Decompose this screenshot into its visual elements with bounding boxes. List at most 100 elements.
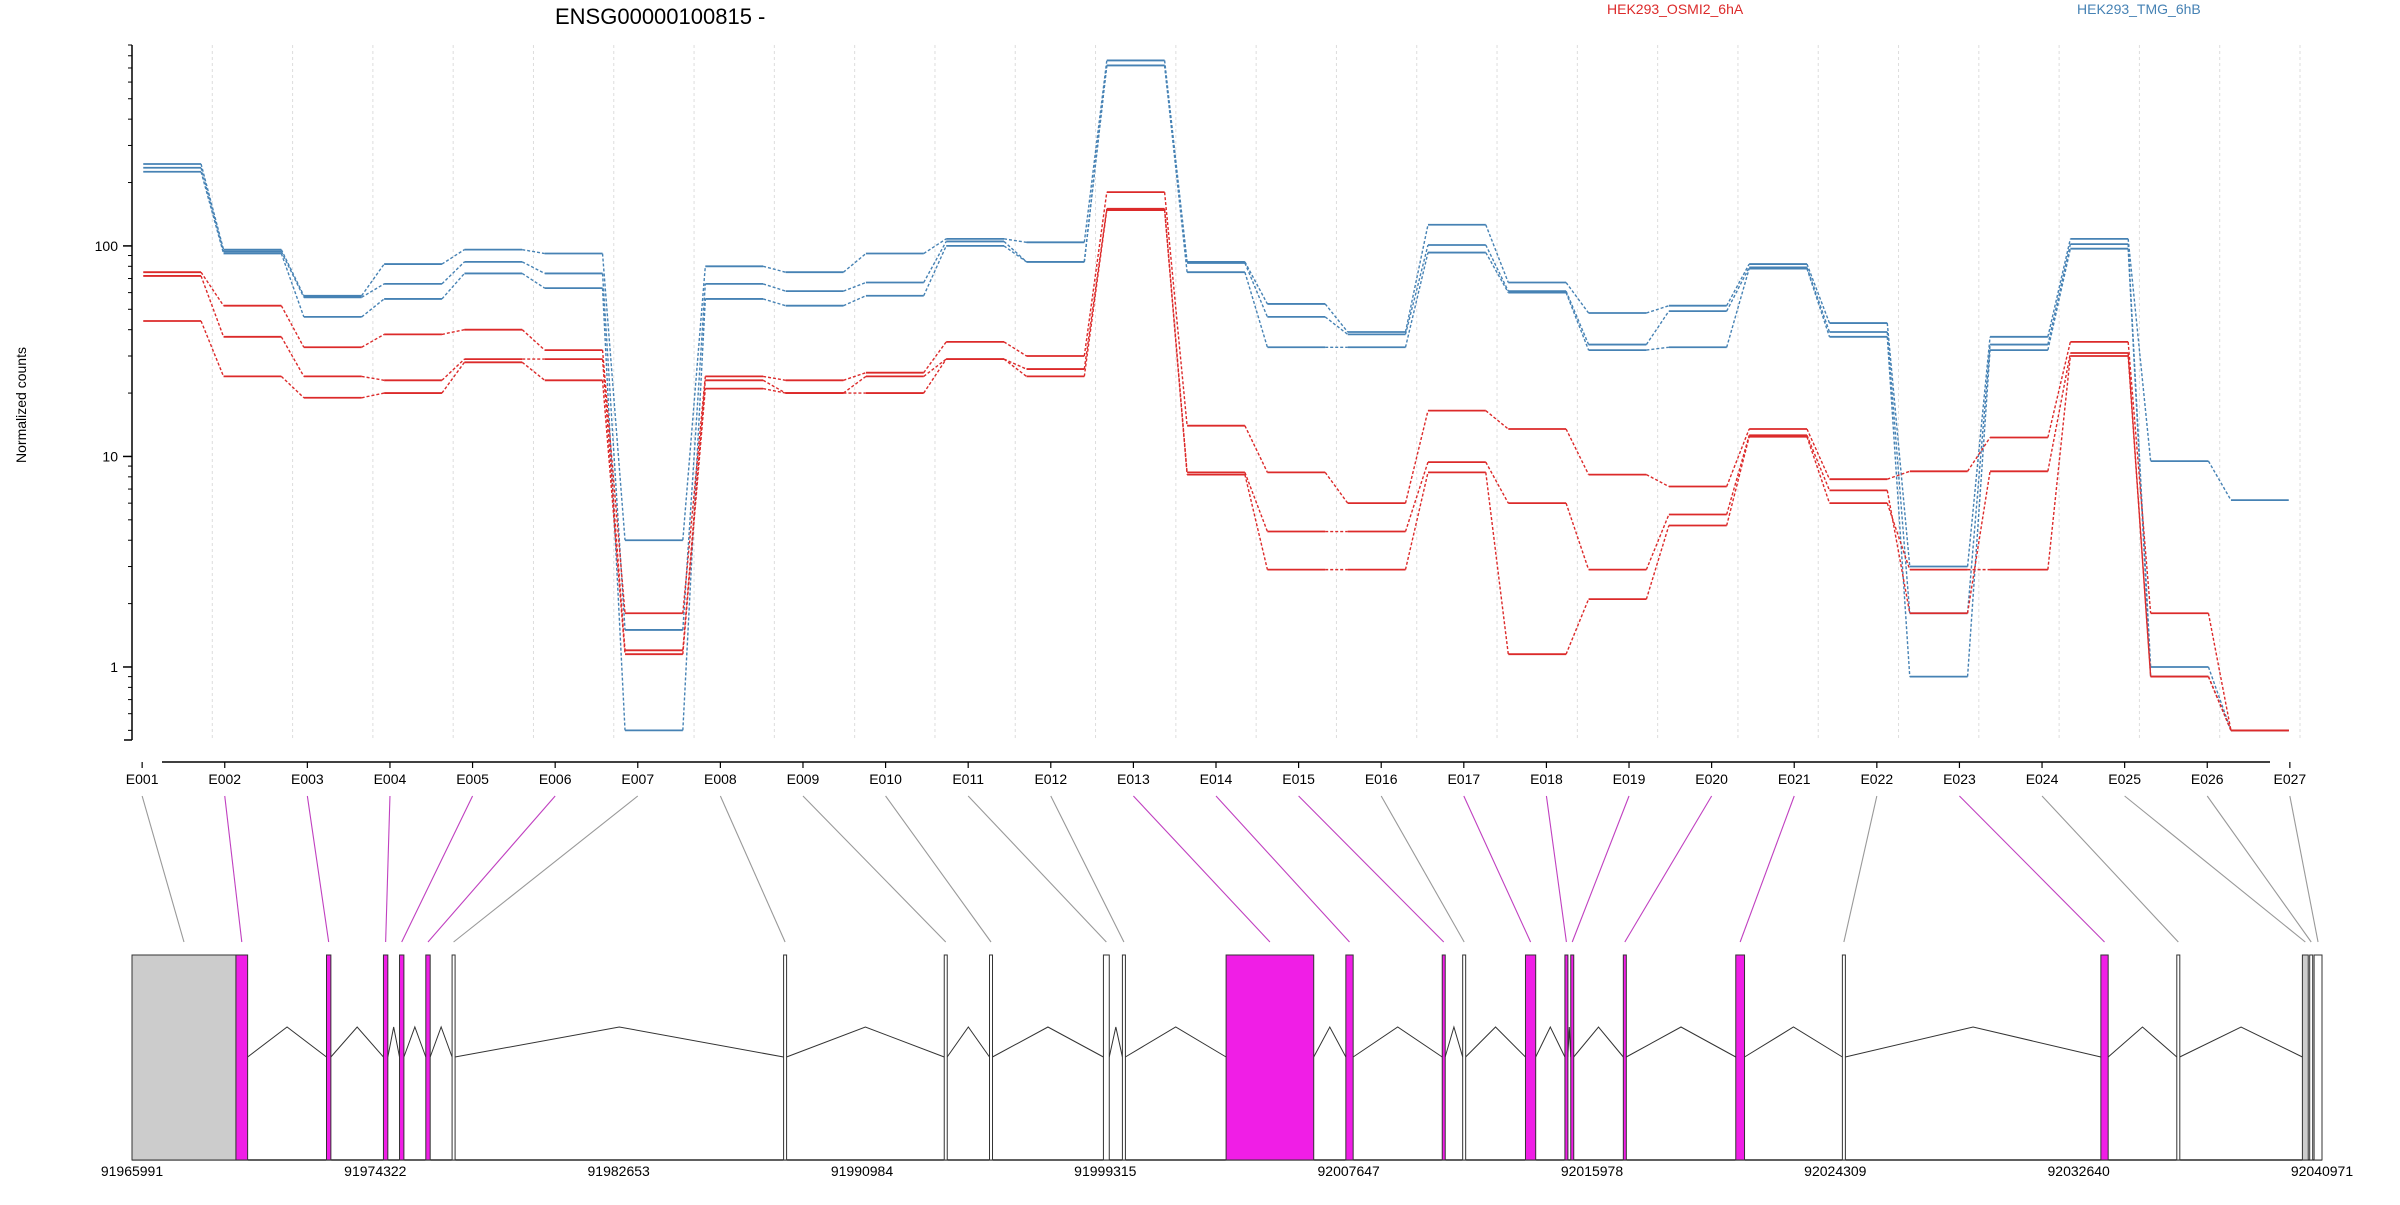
data-connector [1083,65,1108,262]
exon-connector [224,795,243,943]
exon-block-e026 [2309,954,2314,1161]
y-axis-label: Normalized counts [13,347,29,463]
data-connector [1726,267,1750,312]
data-connector [1083,192,1108,357]
series-hek293-osmi2-6ha [143,209,2289,732]
exon-connector [1215,795,1350,943]
data-connector [1244,262,1269,318]
exon-block-e016 [1462,954,1467,1161]
data-connector [441,272,465,300]
exon-block-e012 [1121,954,1126,1161]
coordinate-label: 92007647 [1318,1163,1381,1179]
data-connector [843,375,867,394]
data-connector [1404,252,1429,348]
data-connector [200,275,225,338]
data-connector [441,358,465,381]
data-connector [361,392,385,399]
exon-label: E016 [1365,771,1398,787]
intron-line [1465,1026,1526,1058]
exon-connector [2289,795,2319,943]
exon-label: E014 [1200,771,1233,787]
exon-block-e022 [1841,954,1846,1161]
data-connector [522,248,545,255]
data-connector [1003,238,1027,244]
data-connector [280,305,305,348]
exon-block-e010 [989,954,994,1161]
exon-label: E009 [787,771,820,787]
data-connector [1645,310,1670,345]
y-tick-label: 10 [102,448,118,464]
data-connector [762,387,786,394]
data-connector [1404,410,1429,504]
data-connector [1726,436,1750,526]
data-connector [441,329,465,336]
exon-block-e013 [1225,954,1315,1161]
y-tick-label: 100 [95,238,119,254]
data-connector [1083,209,1108,377]
data-connector [1244,474,1269,570]
data-connector [1806,436,1831,504]
data-connector [1404,244,1429,335]
data-connector [763,375,786,381]
data-connector [2127,238,2152,462]
data-connector [1886,336,1911,677]
data-connector [923,341,947,374]
intron-line [1313,1025,1347,1058]
series-hek293-osmi2-6ha [143,191,2289,732]
gene-model: 91965991 91974322 91982653 91990984 91999315… [101,954,2353,1179]
exon-connector [453,795,639,943]
data-connector [280,336,305,377]
data-connector [1886,490,1911,614]
coordinate-label: 92032640 [2048,1163,2111,1179]
exon-connector [885,795,992,943]
data-connector [361,298,385,318]
data-connector [1966,437,1991,472]
data-connector [2127,248,2152,677]
intron-line [1444,1025,1464,1058]
exon-block-e001 [131,954,237,1161]
exon-block-e019 [1570,954,1575,1161]
exon-connector [2124,795,2306,943]
data-connector [1886,323,1911,567]
coordinate-label: 91965991 [101,1163,164,1179]
grid-layer [131,45,2301,740]
exon-connector [1132,795,1271,943]
data-connector [1565,502,1590,570]
exon-connector [1959,795,2105,943]
data-connector [762,265,786,273]
data-connector [1244,425,1269,473]
data-connector [1404,224,1429,333]
exon-block-e023 [2100,954,2109,1161]
data-connector [521,272,546,289]
data-connector [1726,435,1750,515]
data-connector [1646,305,1670,314]
data-connector [843,372,867,381]
data-connector [682,388,707,655]
exon-connector [427,795,556,943]
data-connector [2047,243,2072,345]
intron-line [330,1026,384,1058]
data-connector [1404,472,1429,570]
exon-connector [1050,795,1125,943]
data-connector [682,380,707,651]
exon-label: E027 [2274,771,2307,787]
data-connector [2047,248,2072,351]
exon-label: E011 [952,771,984,787]
exon-block-e027 [2313,954,2323,1161]
data-connector [1244,261,1269,305]
coordinate-label: 91974322 [344,1163,407,1179]
exon-block-e007 [451,954,456,1161]
data-connector [1886,502,1911,570]
series-hek293-tmg-6hb [143,64,2289,732]
exon-label: E015 [1282,771,1315,787]
exon-label: E004 [374,771,407,787]
data-connector [2127,341,2152,614]
data-connector [1003,245,1027,263]
exon-connector [967,795,1107,943]
exon-connector [802,795,947,943]
data-connector [1886,331,1911,614]
data-connector [361,333,385,348]
data-connector [1485,252,1509,293]
data-connector [1726,428,1750,487]
